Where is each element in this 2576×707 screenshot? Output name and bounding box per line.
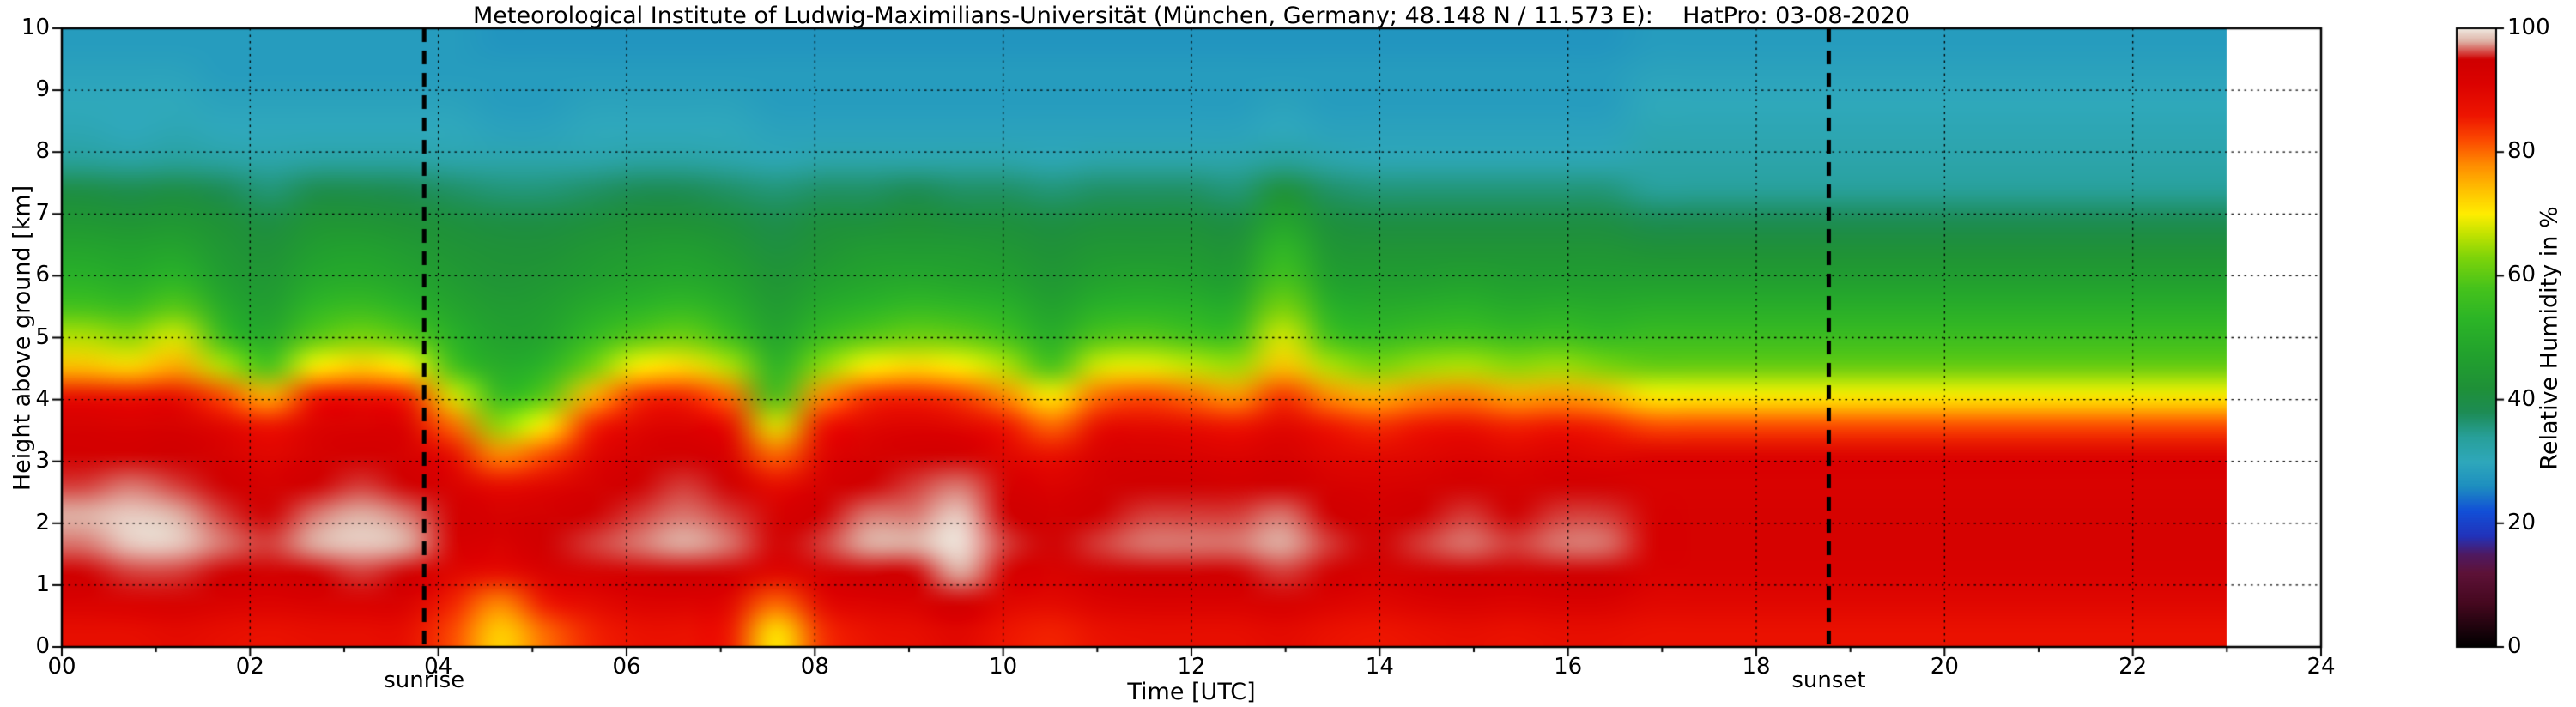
y-tick-label: 1 [35, 571, 50, 597]
x-tick-label: 16 [1554, 654, 1583, 680]
x-tick-label: 06 [612, 654, 641, 680]
x-tick-label: 14 [1365, 654, 1394, 680]
y-tick-label: 5 [35, 323, 50, 350]
x-tick-label: 24 [2306, 654, 2336, 680]
colorbar-tick-label: 80 [2507, 138, 2537, 165]
colorbar-tick-label: 60 [2507, 262, 2537, 288]
y-tick-label: 2 [35, 509, 50, 535]
y-tick-label: 3 [35, 447, 50, 474]
x-tick-label: 18 [1742, 654, 1771, 680]
sunrise-label: sunrise [384, 668, 465, 693]
x-axis-label: Time [UTC] [1127, 679, 1256, 705]
x-tick-label: 02 [235, 654, 264, 680]
colorbar-label: Relative Humidity in % [2536, 206, 2563, 470]
x-tick-label: 20 [1930, 654, 1959, 680]
y-tick-label: 8 [35, 138, 50, 165]
chart-title: Meteorological Institute of Ludwig-Maxim… [472, 3, 1911, 29]
y-tick-label: 7 [35, 200, 50, 227]
x-tick-label: 12 [1177, 654, 1206, 680]
y-tick-label: 6 [35, 262, 50, 288]
y-tick-label: 0 [35, 633, 50, 659]
x-tick-label: 04 [424, 654, 453, 680]
sunset-label: sunset [1791, 668, 1866, 693]
x-tick-label: 22 [2118, 654, 2148, 680]
colorbar-tick-label: 20 [2507, 509, 2537, 535]
y-tick-label: 4 [35, 385, 50, 412]
colorbar-tick-label: 100 [2507, 15, 2550, 40]
x-tick-label: 00 [47, 654, 76, 680]
x-tick-label: 10 [989, 654, 1018, 680]
colorbar-tick-label: 40 [2507, 385, 2537, 412]
colorbar-tick-label: 0 [2507, 633, 2522, 659]
x-tick-label: 08 [800, 654, 829, 680]
y-tick-label: 9 [35, 76, 50, 103]
y-tick-label: 10 [21, 15, 50, 40]
